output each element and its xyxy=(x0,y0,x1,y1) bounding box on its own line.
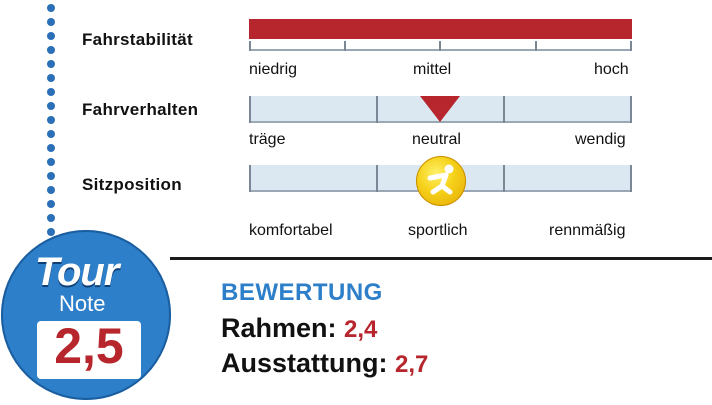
row-label-sitzposition: Sitzposition xyxy=(82,175,182,194)
fahrstabilitaet-level-bar xyxy=(249,19,632,39)
tour-logo: Tour xyxy=(35,250,119,294)
badge-caption: Note xyxy=(59,291,106,316)
scale-label-rennmaessig: rennmäßig xyxy=(549,222,626,239)
rating-rahmen-value: 2,4 xyxy=(344,316,378,343)
rating-rahmen-label: Rahmen: xyxy=(221,313,337,343)
rating-rahmen: Rahmen: 2,4 xyxy=(221,313,377,344)
scale-label-neutral: neutral xyxy=(412,131,461,148)
fahrverhalten-marker-triangle xyxy=(420,96,460,122)
dotted-divider xyxy=(47,4,57,240)
scale-label-komfortabel: komfortabel xyxy=(249,222,333,239)
note-box xyxy=(37,321,141,379)
scale-fahrverhalten xyxy=(249,96,632,123)
rating-ausstattung: Ausstattung: 2,7 xyxy=(221,348,428,379)
scale-fahrstabilitaet xyxy=(249,19,632,51)
scale-label-niedrig: niedrig xyxy=(249,61,298,78)
badge-note-value: 2,5 xyxy=(54,318,124,374)
scale-label-traege: träge xyxy=(249,131,286,148)
scale-label-mittel: mittel xyxy=(413,61,452,78)
section-divider xyxy=(170,257,712,260)
row-label-fahrstabilitaet: Fahrstabilität xyxy=(82,30,193,49)
row-label-fahrverhalten: Fahrverhalten xyxy=(82,100,199,119)
rating-title: BEWERTUNG xyxy=(221,279,383,306)
rating-ausstattung-value: 2,7 xyxy=(395,351,429,378)
scale-label-hoch: hoch xyxy=(594,61,629,78)
scale-label-sportlich: sportlich xyxy=(408,222,468,239)
cyclist-icon xyxy=(416,156,466,206)
scale-label-wendig: wendig xyxy=(575,131,626,148)
rating-ausstattung-label: Ausstattung: xyxy=(221,348,388,378)
